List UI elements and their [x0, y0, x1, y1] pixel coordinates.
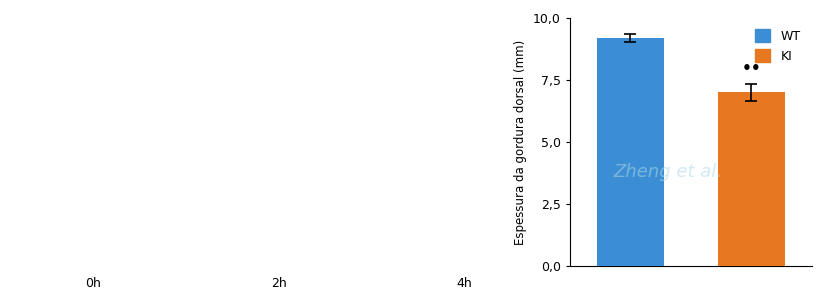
- Text: WT: WT: [211, 13, 229, 23]
- Bar: [717, 92, 784, 266]
- Text: WT: WT: [25, 13, 43, 23]
- Text: KI: KI: [53, 13, 64, 23]
- Legend: WT, KI: WT, KI: [749, 24, 804, 68]
- Text: ••: ••: [740, 61, 760, 76]
- Text: Zheng et al.: Zheng et al.: [613, 163, 722, 181]
- Y-axis label: Espessura da gordura dorsal (mm): Espessura da gordura dorsal (mm): [514, 39, 527, 245]
- Text: KI: KI: [424, 13, 435, 23]
- Text: KI: KI: [239, 13, 249, 23]
- Text: WT: WT: [396, 13, 414, 23]
- Text: 4h: 4h: [456, 277, 472, 290]
- Text: 0h: 0h: [85, 277, 101, 290]
- Text: 2h: 2h: [270, 277, 287, 290]
- Bar: [596, 38, 663, 266]
